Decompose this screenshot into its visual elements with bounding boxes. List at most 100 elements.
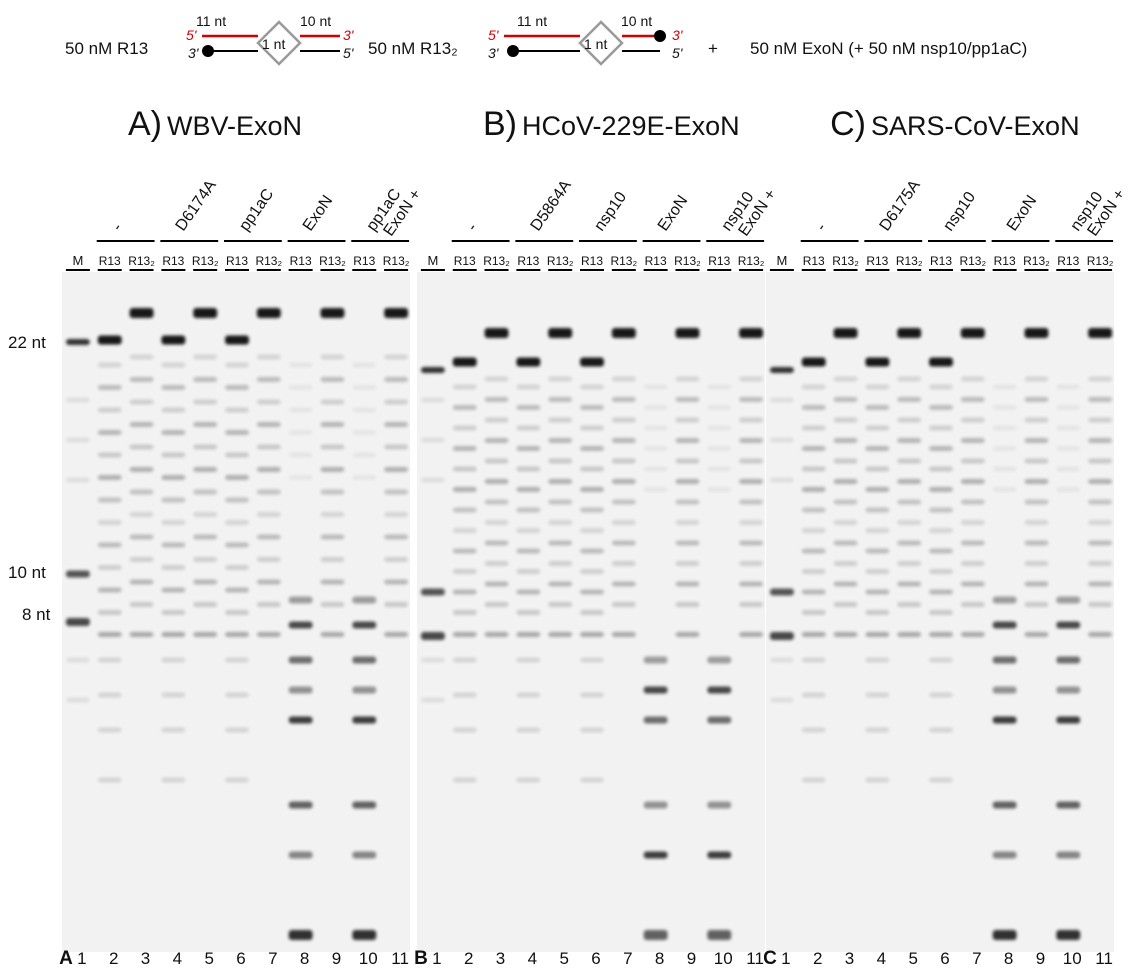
band — [321, 422, 345, 427]
band — [707, 405, 731, 410]
band — [225, 693, 249, 698]
band — [289, 930, 313, 940]
band — [580, 467, 604, 472]
band — [98, 498, 122, 503]
band — [897, 438, 921, 443]
prime-label: 5' — [343, 45, 355, 61]
band — [834, 377, 858, 382]
band — [193, 445, 217, 450]
band — [453, 632, 477, 637]
band — [865, 569, 889, 574]
label-dot — [202, 45, 214, 57]
gel-panel — [62, 272, 410, 952]
band — [897, 418, 921, 423]
band — [865, 590, 889, 595]
lane-label: R13 — [99, 254, 121, 268]
band — [352, 657, 376, 664]
band — [961, 632, 985, 637]
band — [739, 500, 763, 505]
band — [193, 377, 217, 382]
band — [929, 549, 953, 554]
band — [352, 802, 376, 809]
band — [707, 657, 731, 664]
band — [770, 478, 794, 483]
lane-number: 8 — [1004, 949, 1013, 968]
band — [485, 328, 509, 338]
band — [421, 438, 445, 443]
band — [548, 459, 572, 464]
panel-lane-letter: B — [414, 948, 428, 969]
band — [289, 657, 313, 664]
lane-number: 3 — [141, 949, 150, 968]
band — [612, 582, 636, 587]
band — [707, 426, 731, 431]
band — [257, 512, 281, 517]
band — [321, 490, 345, 495]
band — [802, 658, 826, 663]
band — [453, 385, 477, 390]
band — [929, 569, 953, 574]
band — [580, 658, 604, 663]
lane-number: 3 — [496, 949, 505, 968]
marker-label: 8 nt — [22, 605, 51, 624]
lane-label: R13₂ — [738, 254, 765, 268]
band — [384, 580, 408, 585]
band — [384, 308, 408, 318]
band — [929, 358, 953, 367]
lane-label: R13₂ — [832, 254, 859, 268]
panel-title: SARS-CoV-ExoN — [871, 111, 1080, 141]
band — [897, 500, 921, 505]
lane-label: R13₂ — [1023, 254, 1050, 268]
band — [453, 405, 477, 410]
band — [548, 418, 572, 423]
band — [612, 438, 636, 443]
band — [421, 698, 445, 703]
lane-number: 5 — [559, 949, 568, 968]
band — [516, 693, 540, 698]
band — [225, 498, 249, 503]
lane-number: 4 — [528, 949, 537, 968]
band — [1088, 582, 1112, 587]
band — [453, 508, 477, 513]
band — [644, 930, 668, 940]
band — [644, 717, 668, 724]
band — [352, 622, 376, 629]
band — [516, 405, 540, 410]
band — [802, 610, 826, 615]
lane-label: R13₂ — [1087, 254, 1114, 268]
lane-number: 7 — [623, 949, 632, 968]
band — [548, 541, 572, 546]
band — [676, 561, 700, 566]
band — [707, 930, 731, 940]
band — [257, 467, 281, 472]
band — [961, 328, 985, 338]
lane-label: M — [427, 253, 438, 268]
lane-number: 10 — [714, 949, 733, 968]
band — [802, 426, 826, 431]
band — [676, 459, 700, 464]
band — [676, 397, 700, 402]
band — [929, 508, 953, 513]
band — [961, 479, 985, 484]
panel-letter: C) — [830, 105, 866, 143]
band — [257, 490, 281, 495]
band — [384, 535, 408, 540]
band — [644, 385, 668, 390]
lane-label: R13₂ — [383, 254, 410, 268]
band — [548, 632, 572, 637]
band — [612, 520, 636, 525]
band — [352, 475, 376, 480]
group-label: ExoN — [300, 192, 336, 234]
band — [161, 658, 185, 663]
band — [421, 658, 445, 663]
band — [98, 520, 122, 525]
band — [257, 308, 281, 318]
band — [516, 508, 540, 513]
enzyme-label: 50 nM ExoN (+ 50 nM nsp10/pp1aC) — [750, 39, 1027, 58]
band — [193, 535, 217, 540]
band — [321, 580, 345, 585]
band — [289, 385, 313, 390]
band — [130, 602, 154, 607]
band — [1025, 328, 1049, 338]
band — [1088, 561, 1112, 566]
